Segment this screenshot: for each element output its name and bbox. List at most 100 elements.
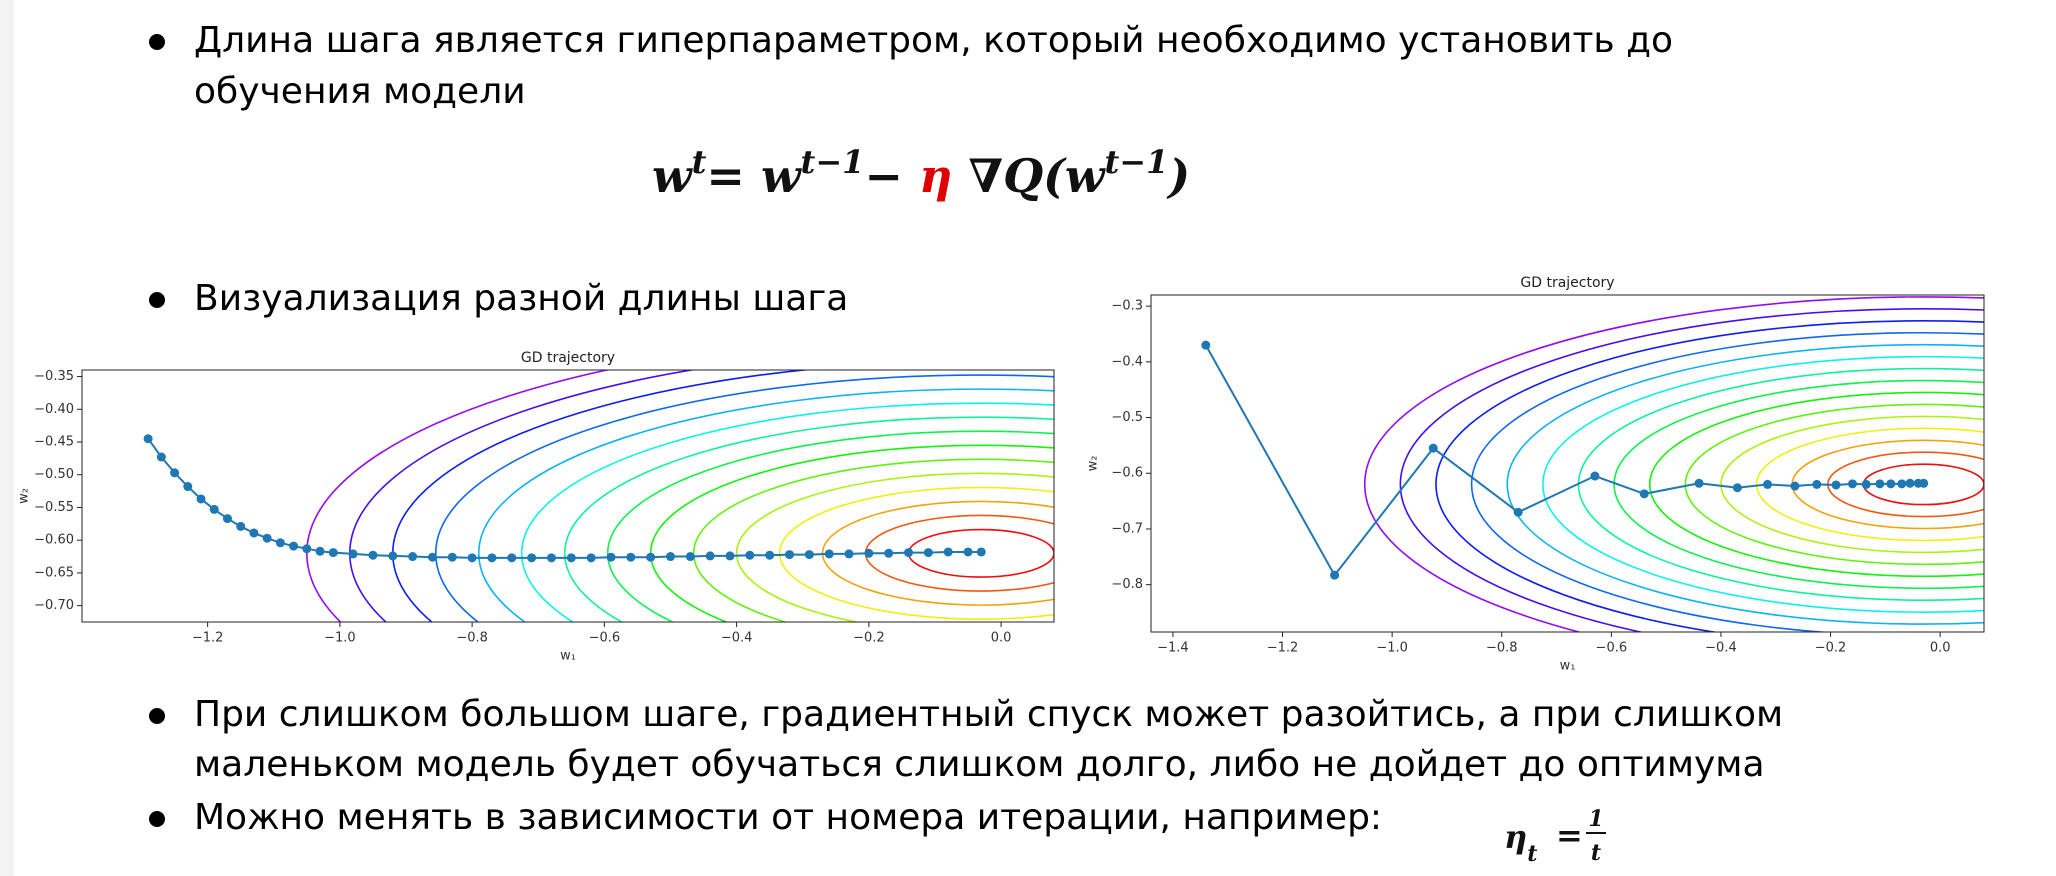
contour (1470, 331, 1984, 632)
bullet-text: обучения модели (194, 71, 526, 112)
trajectory-point (170, 468, 180, 478)
bullet-dot (149, 34, 165, 50)
formula: wt= wt−1− η ∇Q(wt−1) (652, 143, 1190, 203)
formula-part: 1 (1588, 806, 1603, 832)
trajectory-point (745, 550, 755, 560)
trajectory-point (408, 552, 418, 562)
y-tick-label: −0.8 (1111, 577, 1143, 592)
trajectory-point (368, 550, 378, 560)
contour (1435, 320, 1984, 632)
bullet-text: Визуализация разной длины шага (194, 278, 848, 319)
contour (1648, 391, 1984, 578)
trajectory-line (1204, 344, 1924, 577)
trajectory-point (864, 548, 874, 558)
formula-part: = w (706, 149, 802, 203)
trajectory-point (1875, 479, 1885, 489)
trajectory-point (1513, 507, 1523, 517)
trajectory-point (1919, 478, 1929, 488)
contour (478, 388, 1054, 622)
side-strip (0, 0, 14, 876)
bullet-text: Длина шага является гиперпараметром, кот… (194, 20, 1673, 61)
formula-part: ) (1166, 149, 1190, 203)
trajectory-point (963, 547, 973, 557)
trajectory-point (1812, 479, 1822, 489)
trajectory-point (1831, 480, 1841, 490)
trajectory-point (487, 553, 497, 563)
trajectory-point (586, 553, 596, 563)
trajectory-point (804, 550, 814, 560)
x-axis-label: w₁ (1560, 659, 1576, 674)
contour (1720, 415, 1984, 554)
trajectory-point (1861, 479, 1871, 489)
y-tick-label: −0.4 (1111, 354, 1143, 369)
y-tick-label: −0.65 (34, 565, 74, 580)
contour (692, 458, 1054, 622)
x-axis-label: w₁ (560, 649, 576, 664)
contour (306, 370, 612, 622)
y-tick-label: −0.35 (34, 369, 74, 384)
trajectory-point (527, 553, 537, 563)
y-tick-label: −0.6 (1111, 466, 1143, 481)
y-tick-label: −0.55 (34, 500, 74, 515)
x-tick-label: −0.8 (1486, 641, 1518, 656)
trajectory-point (1201, 340, 1211, 350)
trajectory-point (844, 549, 854, 559)
trajectory-point (1763, 479, 1773, 489)
x-tick-label: −1.0 (324, 631, 356, 646)
formula-part: η (919, 149, 952, 203)
trajectory-point (705, 551, 715, 561)
y-tick-label: −0.5 (1111, 410, 1143, 425)
trajectory-point (606, 552, 616, 562)
trajectory-point (289, 541, 299, 551)
trajectory-line (147, 438, 982, 559)
contour (521, 402, 1054, 622)
trajectory-point (923, 548, 933, 558)
contour (435, 374, 1054, 622)
y-tick-label: −0.70 (34, 598, 74, 613)
formula-part: = (1556, 816, 1583, 854)
formula-part: w (652, 149, 693, 203)
formula-part: t (692, 143, 707, 181)
x-tick-label: 0.0 (991, 631, 1012, 646)
y-tick-label: −0.7 (1111, 521, 1143, 536)
x-tick-label: −1.2 (192, 631, 224, 646)
y-tick-label: −0.3 (1111, 299, 1143, 314)
contour (1399, 308, 1984, 632)
plot-frame (1150, 294, 1985, 633)
x-tick-label: −0.2 (1815, 641, 1847, 656)
trajectory-point (388, 551, 398, 561)
trajectory-point (262, 533, 272, 543)
formula: ηt (1504, 818, 1537, 867)
formula-part: t (1527, 841, 1537, 867)
trajectory-point (447, 552, 457, 562)
x-tick-label: −0.6 (1596, 641, 1628, 656)
x-tick-label: −0.6 (589, 631, 621, 646)
trajectory-point (824, 549, 834, 559)
trajectory-point (1905, 478, 1915, 488)
contour (1684, 403, 1984, 566)
trajectory-point (1790, 481, 1800, 491)
x-tick-label: 0.0 (1930, 641, 1951, 656)
trajectory-point (943, 547, 953, 557)
trajectory-point (685, 552, 695, 562)
trajectory-point (1886, 479, 1896, 489)
trajectory-point (665, 552, 675, 562)
formula-part: t−1 (1105, 143, 1169, 181)
trajectory-point (315, 546, 325, 556)
trajectory-point (785, 550, 795, 560)
trajectory-point (249, 528, 259, 538)
contour (606, 430, 1054, 622)
trajectory-point (236, 521, 246, 531)
contour (1506, 343, 1984, 625)
trajectory-point (1897, 479, 1907, 489)
y-axis-label: w₂ (1086, 456, 1101, 472)
trajectory-point (976, 547, 986, 557)
trajectory-point (302, 544, 312, 554)
y-tick-label: −0.50 (34, 467, 74, 482)
bullet-dot (149, 292, 165, 308)
y-tick-label: −0.40 (34, 402, 74, 417)
x-tick-label: −0.4 (721, 631, 753, 646)
y-tick-label: −0.45 (34, 435, 74, 450)
x-tick-label: −1.2 (1267, 641, 1299, 656)
contour (1755, 427, 1984, 542)
